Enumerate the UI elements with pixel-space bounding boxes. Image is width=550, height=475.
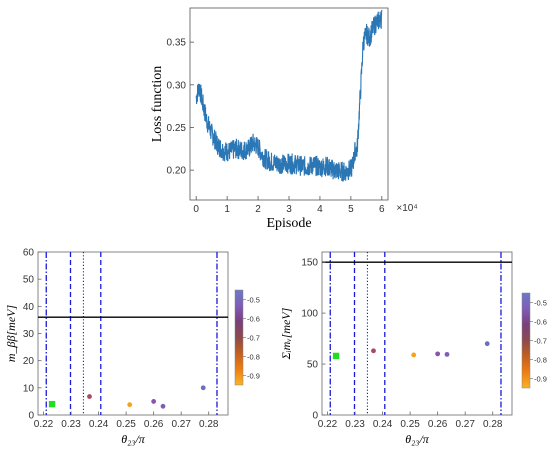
colorbar-tick-label: -0.9 [534, 374, 547, 383]
x-tick-label: 3 [286, 204, 292, 215]
y-tick-label: 100 [301, 309, 318, 320]
x-tick-label: 5 [348, 204, 354, 215]
y-tick-label: 0.20 [167, 166, 187, 177]
colorbar-tick-label: -0.8 [247, 352, 260, 361]
colorbar-tick-label: -0.7 [247, 333, 260, 342]
x-axis-title: θ₂₃/π [121, 432, 146, 446]
y-tick-label: 0 [312, 411, 318, 422]
y-axis-title: Σᵢmᵥ[meV] [279, 307, 293, 360]
y-tick-label: 150 [301, 258, 318, 269]
x-tick-label: 0.28 [483, 419, 503, 430]
x-axis-title: θ₂₃/π [405, 432, 430, 446]
x-axis-title: Episode [266, 216, 311, 231]
data-point [484, 341, 490, 347]
y-tick-label: 0.30 [167, 80, 187, 91]
data-point [444, 351, 450, 357]
data-point [87, 394, 92, 399]
colorbar-tick-label: -0.8 [534, 355, 547, 364]
y-tick-label: 50 [23, 275, 35, 286]
mbb-chart: 0.22 0.23 0.24 0.25 0.26 0.27 0.28 0 10 20 30 40 50 6… [4, 248, 260, 447]
data-point [160, 403, 166, 409]
x-tick-label: 2 [255, 204, 261, 215]
x-tick-label: 0.22 [318, 419, 338, 430]
data-point [435, 351, 441, 357]
x-tick-label: 4 [317, 204, 323, 215]
loss-chart: 0 1 2 3 4 5 6 0.20 0.25 0.30 0.35 ×10⁴ Episode Loss f… [150, 7, 418, 231]
x-tick-label: 0.26 [144, 419, 164, 430]
x-tick-label: 0.26 [428, 419, 448, 430]
y-tick-label: 10 [23, 383, 35, 394]
x-tick-label: 0.22 [34, 419, 54, 430]
plot-frame [321, 251, 513, 416]
y-tick-label: 20 [23, 356, 35, 367]
y-tick-label: 0 [28, 411, 34, 422]
colorbar-tick-label: -0.6 [534, 317, 547, 326]
data-point-square [332, 352, 340, 360]
y-axis-title: m_ββ[meV] [4, 305, 18, 363]
colorbar-tick-label: -0.7 [534, 336, 547, 345]
data-point [371, 348, 376, 354]
colorbar-tick-label: -0.6 [247, 314, 260, 323]
x-tick-label: 0.27 [171, 419, 191, 430]
x-tick-label: 0 [193, 204, 199, 215]
x-tick-label: 0.23 [61, 419, 81, 430]
x-tick-label: 0.28 [199, 419, 219, 430]
sum-mass-chart: 0.22 0.23 0.24 0.25 0.26 0.27 0.28 0 50 100 150 θ₂₃… [279, 251, 547, 446]
y-axis-title: Loss function [150, 66, 165, 143]
colorbar-tick-label: -0.5 [247, 295, 260, 304]
colorbar [521, 292, 531, 389]
colorbar [234, 289, 244, 386]
y-tick-label: 0.25 [167, 123, 187, 134]
x-tick-label: 0.24 [373, 419, 393, 430]
x-multiplier-label: ×10⁴ [396, 203, 417, 214]
x-tick-label: 0.27 [455, 419, 475, 430]
loss-series-line [195, 9, 383, 182]
data-point [127, 402, 133, 408]
loss-frame [189, 7, 389, 201]
x-tick-label: 0.24 [89, 419, 109, 430]
x-tick-label: 6 [379, 204, 385, 215]
y-tick-label: 60 [23, 248, 35, 259]
x-tick-label: 0.25 [116, 419, 136, 430]
y-tick-label: 50 [307, 360, 319, 371]
plot-frame [37, 251, 229, 416]
data-point [151, 399, 157, 404]
data-point-square [48, 400, 56, 408]
y-tick-label: 40 [23, 302, 35, 313]
y-tick-label: 30 [23, 329, 35, 340]
y-tick-label: 0.35 [167, 38, 187, 49]
colorbar-tick-label: -0.5 [534, 298, 547, 307]
x-tick-label: 0.23 [345, 419, 365, 430]
data-point [200, 385, 206, 391]
x-tick-label: 1 [224, 204, 230, 215]
data-point [411, 352, 417, 358]
colorbar-tick-label: -0.9 [247, 371, 260, 380]
x-tick-label: 0.25 [400, 419, 420, 430]
